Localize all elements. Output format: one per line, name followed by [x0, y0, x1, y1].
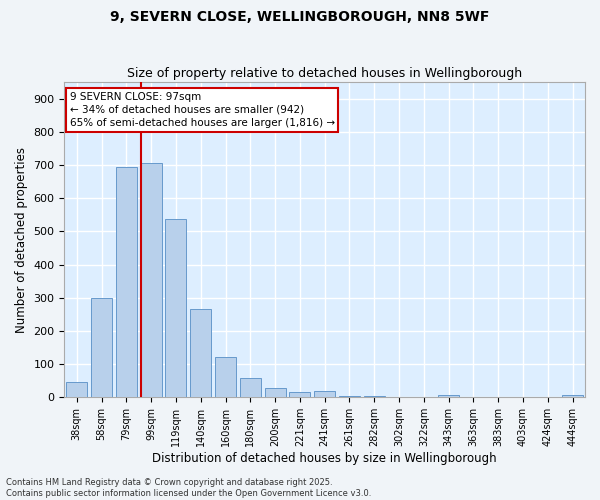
Bar	[562, 394, 583, 398]
Bar	[314, 390, 335, 398]
Bar	[91, 298, 112, 398]
Text: 9 SEVERN CLOSE: 97sqm
← 34% of detached houses are smaller (942)
65% of semi-det: 9 SEVERN CLOSE: 97sqm ← 34% of detached …	[70, 92, 335, 128]
Bar	[389, 396, 410, 398]
Bar	[265, 388, 286, 398]
Bar	[240, 378, 261, 398]
Bar	[66, 382, 88, 398]
Title: Size of property relative to detached houses in Wellingborough: Size of property relative to detached ho…	[127, 66, 522, 80]
Bar	[190, 310, 211, 398]
Bar	[289, 392, 310, 398]
Text: Contains HM Land Registry data © Crown copyright and database right 2025.
Contai: Contains HM Land Registry data © Crown c…	[6, 478, 371, 498]
Bar	[215, 356, 236, 398]
Bar	[166, 219, 187, 398]
Bar	[116, 168, 137, 398]
Y-axis label: Number of detached properties: Number of detached properties	[15, 146, 28, 332]
Bar	[364, 396, 385, 398]
Bar	[140, 163, 162, 398]
X-axis label: Distribution of detached houses by size in Wellingborough: Distribution of detached houses by size …	[152, 452, 497, 465]
Text: 9, SEVERN CLOSE, WELLINGBOROUGH, NN8 5WF: 9, SEVERN CLOSE, WELLINGBOROUGH, NN8 5WF	[110, 10, 490, 24]
Bar	[339, 396, 360, 398]
Bar	[438, 395, 459, 398]
